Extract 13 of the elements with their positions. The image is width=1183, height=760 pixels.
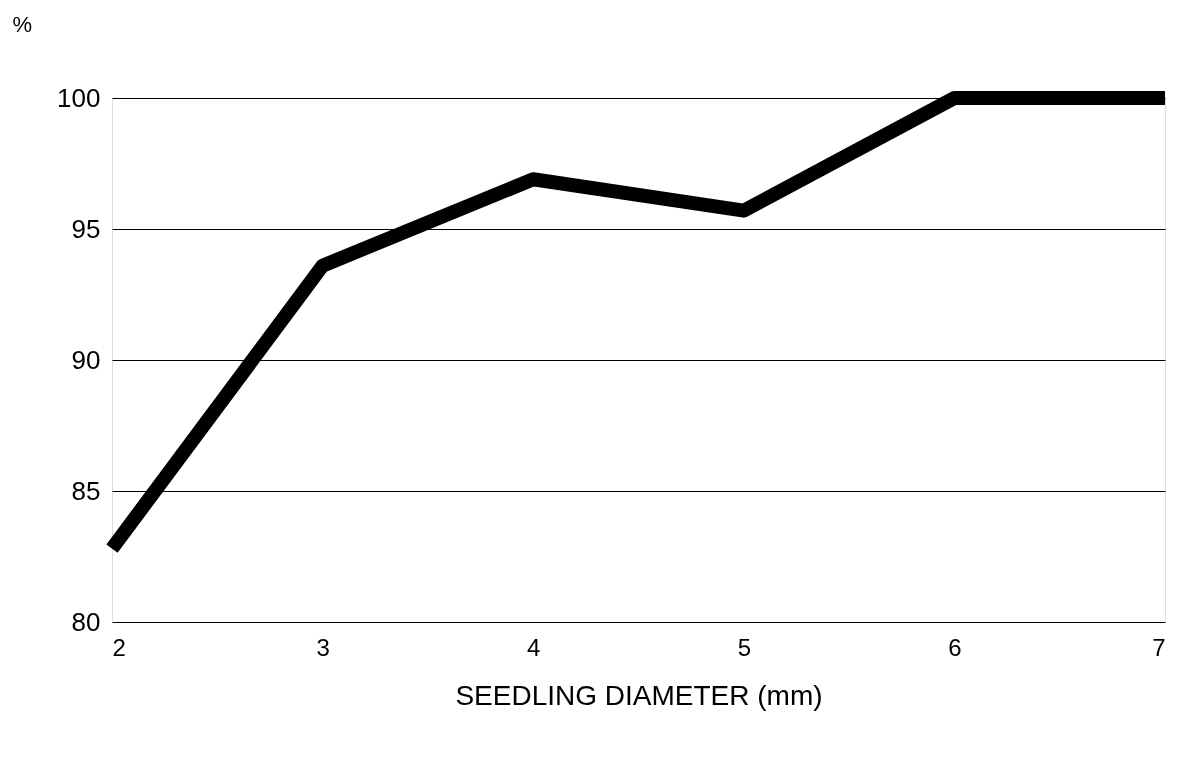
y-tick-label: 80 [71, 606, 101, 637]
y-axis-title: % [12, 11, 33, 37]
x-tick-label: 4 [527, 633, 541, 661]
x-axis-title: SEEDLING DIAMETER (mm) [455, 679, 823, 711]
y-tick-label: 95 [71, 213, 101, 244]
x-tick-label: 2 [112, 633, 126, 661]
x-tick-label: 6 [948, 633, 962, 661]
x-tick-label: 7 [1152, 633, 1166, 661]
x-tick-label: 5 [737, 633, 751, 661]
x-tick-label: 3 [316, 633, 330, 661]
y-tick-label: 85 [71, 475, 101, 506]
y-tick-label: 100 [57, 82, 101, 113]
y-tick-label: 90 [71, 344, 101, 375]
